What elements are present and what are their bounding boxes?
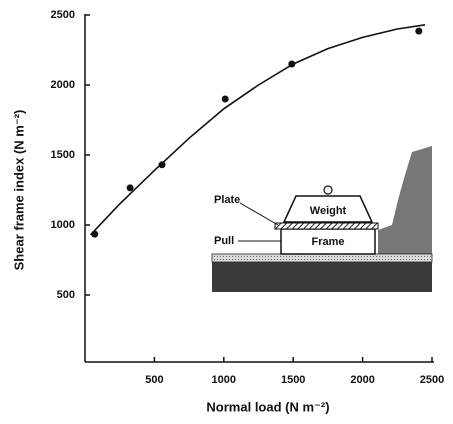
data-point xyxy=(415,27,423,35)
ground-surface xyxy=(211,253,433,263)
plate xyxy=(274,222,379,230)
fit-curve xyxy=(89,24,426,236)
rock xyxy=(378,146,432,262)
y-tick-label: 500 xyxy=(57,289,75,301)
inset-label: Plate xyxy=(214,194,240,206)
knob xyxy=(323,185,333,195)
data-point xyxy=(221,95,229,103)
inset-label: Weight xyxy=(310,205,347,217)
leader-line xyxy=(239,202,279,226)
y-tick-label: 2000 xyxy=(51,79,75,91)
x-tick-label: 500 xyxy=(145,374,163,386)
inset-label: Frame xyxy=(311,236,344,248)
ground xyxy=(212,262,432,292)
y-tick-label: 1000 xyxy=(51,219,75,231)
weight xyxy=(282,195,374,223)
y-tick-label: 2500 xyxy=(51,9,75,21)
inset-diagram: Plate Weight Pull Frame xyxy=(211,146,433,292)
x-tick-label: 2000 xyxy=(350,374,374,386)
y-axis-label: Shear frame index (N m⁻²) xyxy=(11,110,26,271)
x-tick-label: 2500 xyxy=(420,374,444,386)
x-tick-label: 1000 xyxy=(212,374,236,386)
inset-label: Pull xyxy=(214,235,234,247)
data-point xyxy=(158,161,166,169)
x-tick-label: 1500 xyxy=(281,374,305,386)
y-tick-label: 1500 xyxy=(51,149,75,161)
x-axis-label: Normal load (N m⁻²) xyxy=(206,399,329,414)
data-point xyxy=(126,184,134,192)
